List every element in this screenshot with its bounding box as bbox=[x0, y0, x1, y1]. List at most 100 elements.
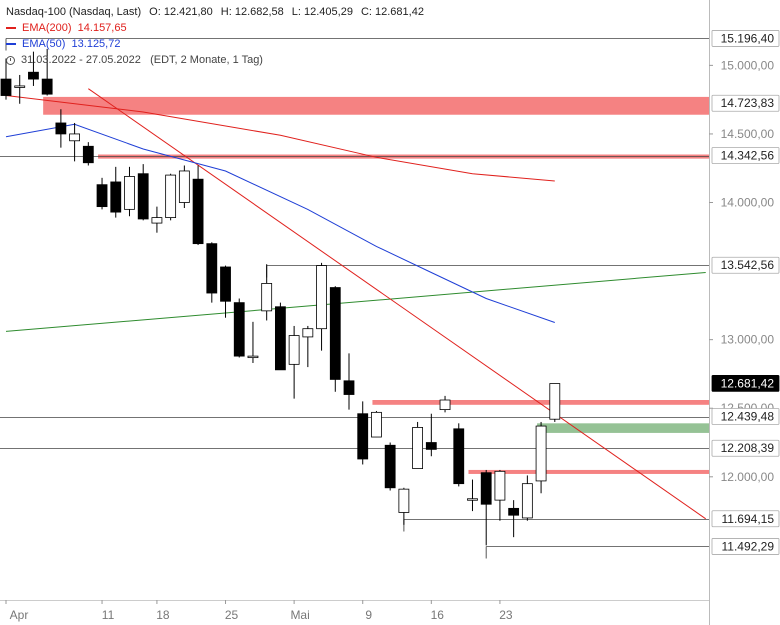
candle-1 bbox=[14, 74, 26, 104]
zone-label-0-box bbox=[711, 94, 780, 112]
ema200-value: 14.157,65 bbox=[77, 22, 127, 34]
candle-body bbox=[343, 380, 355, 395]
candle-body bbox=[233, 302, 245, 357]
level-label-1: 14.342,56 bbox=[721, 149, 775, 163]
candle-19 bbox=[261, 264, 273, 321]
candle-body bbox=[151, 217, 163, 224]
ema200-line bbox=[5, 95, 555, 182]
support-zone-4 bbox=[537, 423, 709, 433]
ohlc-open-value: 12.421,80 bbox=[163, 6, 213, 18]
chart-legend: Nasdaq-100 (Nasdaq, Last) O: 12.421,80 H… bbox=[6, 4, 424, 68]
candle-body bbox=[535, 425, 547, 482]
last-price-label-box bbox=[711, 374, 780, 392]
candle-34 bbox=[467, 479, 478, 512]
ohlc-low-label: L: bbox=[291, 6, 301, 18]
candle-body bbox=[137, 173, 149, 220]
y-tick-label: 15.000,00 bbox=[721, 58, 775, 72]
ema-layer bbox=[5, 95, 555, 323]
candle-body bbox=[96, 184, 108, 208]
level-label-5: 11.694,15 bbox=[722, 512, 775, 526]
legend-ema50: EMA(50) 13.125,72 bbox=[6, 36, 424, 52]
last-price-label: 12.681,42 bbox=[721, 376, 775, 390]
candle-body bbox=[178, 170, 190, 203]
candle-body bbox=[508, 507, 520, 516]
candle-8 bbox=[110, 166, 122, 218]
candle-5 bbox=[69, 122, 80, 162]
candle-23 bbox=[316, 262, 327, 351]
x-tick-label: 9 bbox=[365, 608, 372, 622]
candles-layer bbox=[0, 48, 561, 546]
zone-label-0: 14.723,83 bbox=[721, 96, 775, 110]
x-tick-label: 16 bbox=[431, 608, 445, 622]
candle-13 bbox=[178, 165, 190, 208]
legend-title-row: Nasdaq-100 (Nasdaq, Last) O: 12.421,80 H… bbox=[6, 4, 424, 20]
clock-icon bbox=[6, 55, 15, 65]
y-tick-label: 12.000,00 bbox=[721, 470, 775, 484]
level-label-6: 11.492,29 bbox=[722, 539, 775, 553]
resistance-zone-2 bbox=[372, 400, 709, 405]
candle-12 bbox=[165, 173, 177, 221]
candle-body bbox=[206, 243, 218, 294]
candle-27 bbox=[371, 410, 382, 438]
candle-35 bbox=[480, 469, 492, 546]
y-tick-label: 13.000,00 bbox=[721, 333, 775, 347]
candle-body bbox=[14, 85, 26, 88]
candle-body bbox=[398, 488, 410, 513]
ohlc-low-value: 12.405,29 bbox=[304, 6, 353, 18]
candle-38 bbox=[521, 475, 533, 521]
ema200-swatch bbox=[6, 27, 16, 29]
candle-18 bbox=[247, 321, 259, 363]
x-tick-label: 23 bbox=[499, 608, 513, 622]
period-range: 31.03.2022 - 27.05.2022 bbox=[21, 54, 141, 66]
ema50-name: EMA(50) bbox=[22, 38, 66, 50]
candle-30 bbox=[412, 421, 424, 469]
ohlc-open-label: O: bbox=[149, 6, 161, 18]
candle-body bbox=[82, 145, 94, 164]
candle-36 bbox=[494, 469, 506, 521]
x-tick-label: 25 bbox=[225, 608, 239, 622]
candle-body bbox=[302, 328, 314, 338]
chart-title: Nasdaq-100 (Nasdaq, Last) bbox=[6, 6, 142, 18]
ohlc-close-label: C: bbox=[360, 6, 372, 18]
candle-body bbox=[288, 335, 300, 365]
candle-33 bbox=[453, 423, 465, 487]
candle-0 bbox=[0, 58, 12, 100]
candle-body bbox=[412, 427, 424, 469]
ohlc-high-label: H: bbox=[220, 6, 232, 18]
candle-body bbox=[55, 122, 67, 135]
candle-7 bbox=[96, 177, 108, 210]
ema50-value: 13.125,72 bbox=[71, 38, 121, 50]
candle-body bbox=[274, 306, 286, 371]
candle-20 bbox=[274, 302, 286, 371]
candle-body bbox=[384, 444, 396, 489]
candle-25 bbox=[343, 353, 355, 410]
candle-11 bbox=[151, 206, 163, 233]
y-tick-label: 14.000,00 bbox=[721, 196, 775, 210]
candle-body bbox=[494, 470, 506, 501]
candle-16 bbox=[220, 265, 231, 318]
candle-14 bbox=[192, 165, 204, 246]
level-label-0: 15.196,40 bbox=[721, 31, 775, 45]
x-tick-label: 11 bbox=[102, 608, 115, 622]
candle-22 bbox=[302, 325, 314, 368]
candle-body bbox=[453, 428, 465, 485]
period-note: (EDT, 2 Monate, 1 Tag) bbox=[150, 54, 263, 66]
candle-body bbox=[425, 442, 437, 450]
legend-ema200: EMA(200) 14.157,65 bbox=[6, 20, 424, 36]
candle-body bbox=[467, 498, 478, 501]
candle-body bbox=[316, 265, 327, 330]
candle-28 bbox=[384, 442, 396, 491]
candle-body bbox=[220, 266, 231, 302]
candle-6 bbox=[82, 142, 94, 166]
trendline-falling bbox=[88, 88, 707, 520]
candle-21 bbox=[288, 325, 300, 399]
trendlines-layer bbox=[5, 88, 707, 520]
candle-body bbox=[110, 181, 122, 213]
x-tick-label: Mai bbox=[290, 608, 309, 622]
level-label-4: 12.208,39 bbox=[721, 441, 775, 455]
candle-body bbox=[192, 178, 204, 245]
candle-body bbox=[480, 472, 492, 505]
level-label-2: 13.542,56 bbox=[721, 258, 775, 272]
